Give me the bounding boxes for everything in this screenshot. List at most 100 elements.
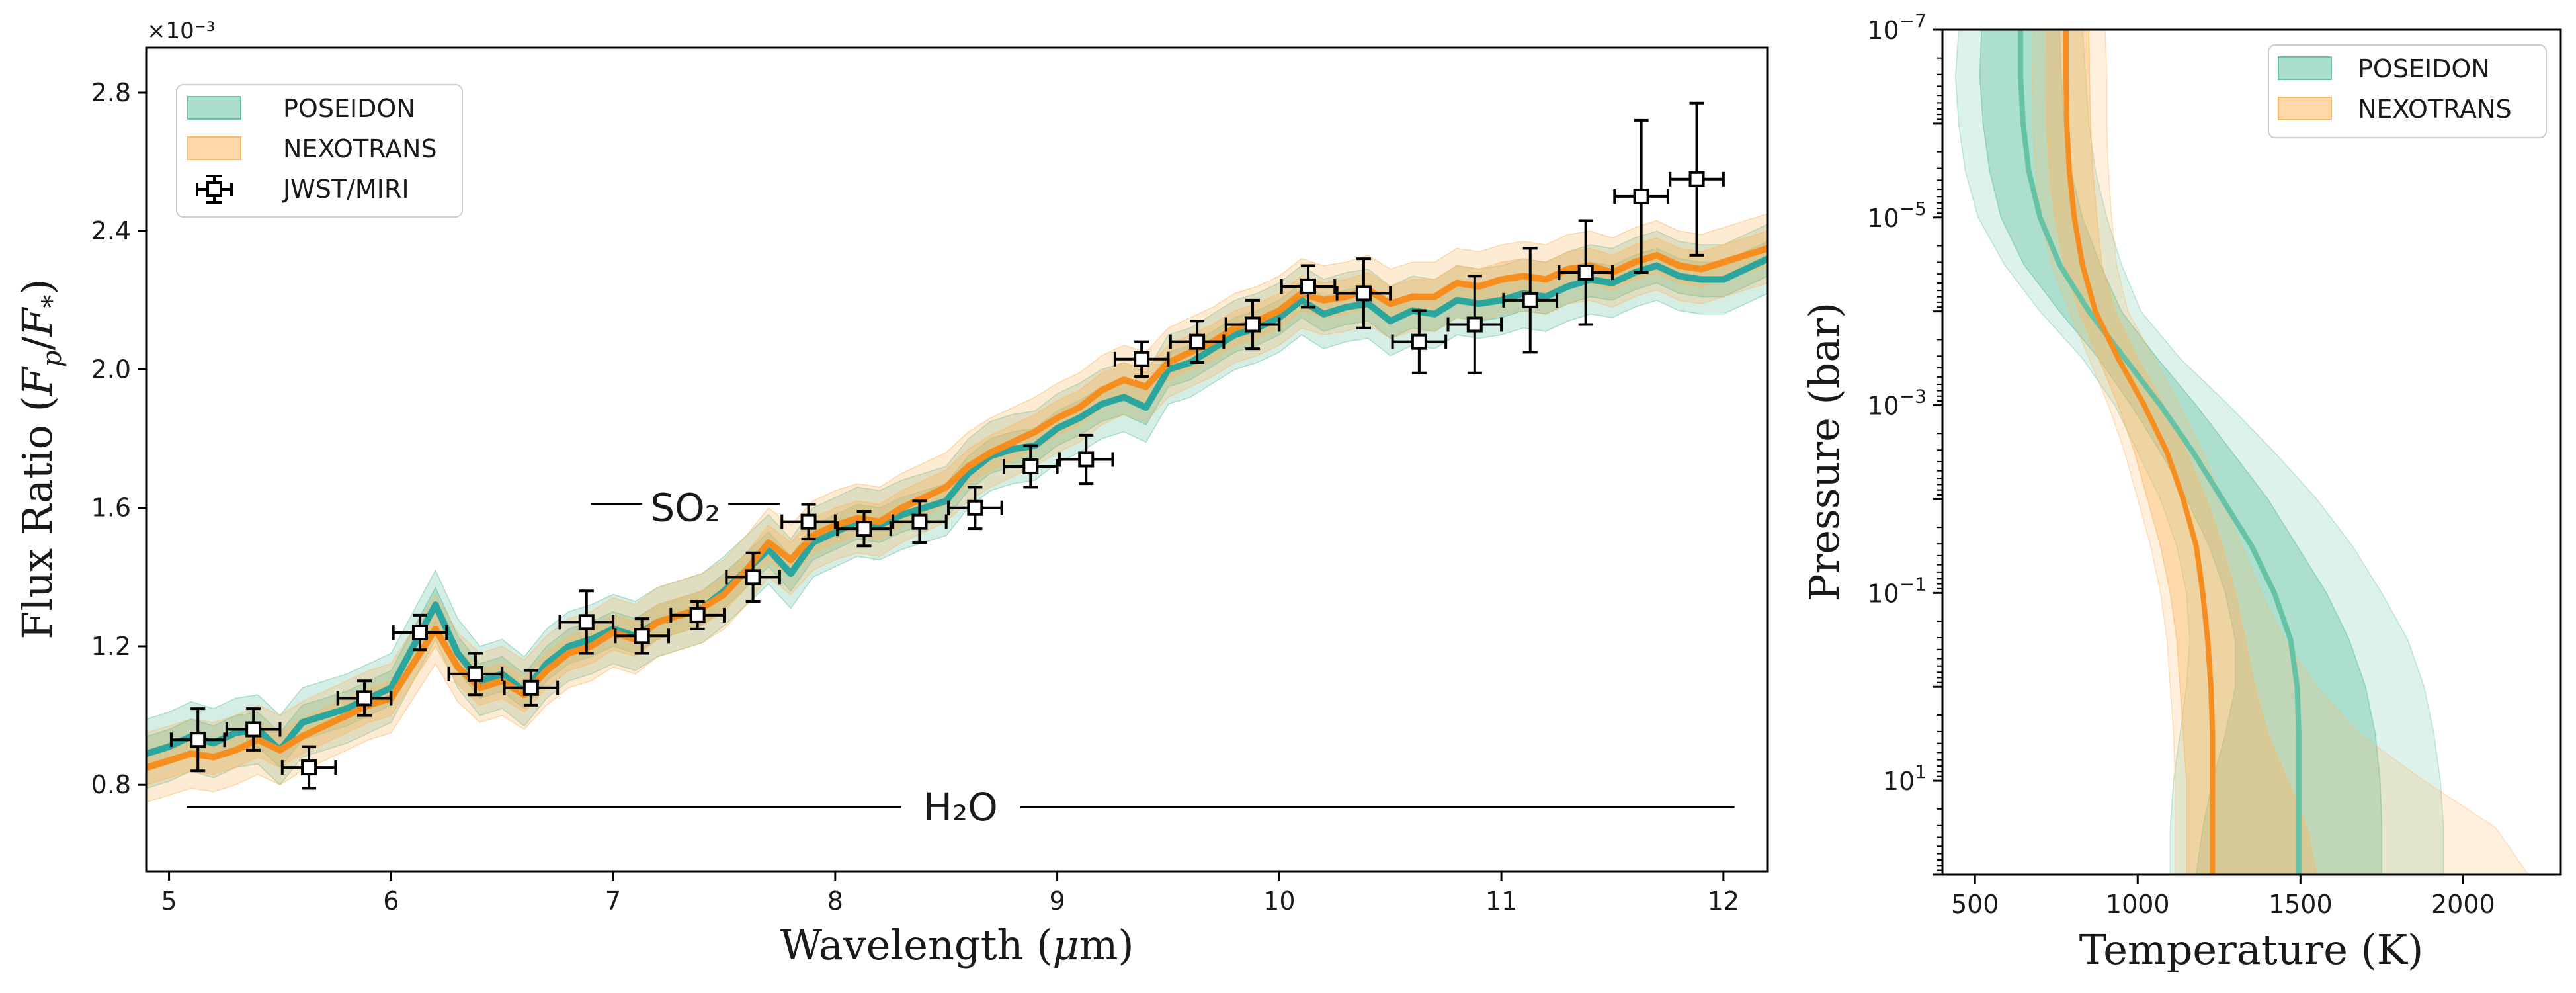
jwst-miri-point (780, 503, 837, 540)
nexotrans-pt-outer-band (2031, 30, 2529, 875)
pt-plot-area (1954, 30, 2529, 875)
spectrum-y-scale-label: ×10⁻³ (147, 18, 215, 44)
pt-legend-label-poseidon: POSEIDON (2358, 54, 2490, 83)
x-title-part-3: m) (1079, 921, 1134, 969)
legend-label-jwst-miri: JWST/MIRI (282, 175, 409, 204)
legend-swatch-jwst-miri (196, 175, 233, 204)
spectrum-y-axis-title: Flux Ratio (Fp/F*) (13, 279, 67, 639)
jwst-miri-point (1003, 444, 1059, 489)
legend-label-poseidon: POSEIDON (283, 94, 415, 123)
pt-legend-swatch-poseidon (2278, 56, 2332, 80)
x-title-part-1: Wavelength ( (780, 921, 1052, 969)
y-tick-label: 2.0 (91, 355, 131, 384)
pt-y-tick-label: 10−7 (1867, 10, 1927, 45)
jwst-miri-point (669, 599, 726, 630)
jwst-miri-point (1613, 118, 1669, 275)
spectrum-legend-box (176, 84, 463, 218)
jwst-miri-point (1446, 275, 1503, 374)
jwst-miri-point (892, 499, 948, 544)
x-tick-label: 10 (1263, 886, 1295, 916)
x-tick-label: 5 (161, 886, 177, 916)
pt-x-tick-label: 2000 (2431, 890, 2495, 919)
pt-legend: POSEIDON NEXOTRANS (2268, 44, 2547, 138)
pt-profile-panel: 500 1000 1500 2000 10−7 10−5 10−3 10−1 101 Temp… (1800, 10, 2562, 974)
jwst-miri-point (336, 679, 393, 717)
pt-x-axis-title: Temperature (K) (2079, 926, 2424, 974)
jwst-miri-datapoints (169, 101, 1725, 790)
y-tick-label: 0.8 (91, 770, 131, 799)
jwst-miri-point (1280, 264, 1337, 309)
nexotrans-median-line (147, 245, 1768, 771)
jwst-miri-point (558, 589, 615, 655)
jwst-miri-point (1169, 320, 1226, 365)
spectrum-legend: POSEIDON NEXOTRANS JWST/MIRI (176, 84, 463, 218)
jwst-miri-point (1502, 247, 1559, 354)
x-tick-label: 9 (1049, 886, 1065, 916)
jwst-miri-point (947, 486, 1003, 531)
jwst-miri-point (503, 669, 560, 707)
spectrum-axes-frame (145, 46, 1769, 873)
nexotrans-inner-band (147, 230, 1768, 786)
jwst-miri-point (1391, 309, 1448, 374)
pt-y-ticks: 10−7 10−5 10−3 10−1 101 (1867, 10, 1942, 876)
x-tick-label: 8 (827, 886, 843, 916)
y-title-part-3: p (37, 350, 67, 367)
pt-x-tick-label: 1500 (2268, 890, 2333, 919)
pt-y-tick-label: 10−3 (1867, 386, 1927, 421)
x-tick-label: 11 (1485, 886, 1517, 916)
spectrum-y-ticks: 0.8 1.2 1.6 2.0 2.4 2.8 (91, 78, 147, 799)
spectrum-panel: 5 6 7 8 9 10 11 12 0.8 1.2 1.6 2.0 2.4 2.8 ×10⁻³ Wav… (13, 18, 1769, 969)
pt-legend-swatch-nexotrans (2278, 97, 2332, 120)
h2o-annotation: H₂O (187, 785, 1735, 830)
jwst-miri-point (1058, 433, 1114, 486)
pt-y-axis-title: Pressure (bar) (1800, 302, 1849, 601)
pt-y-tick-label: 101 (1883, 761, 1927, 796)
y-tick-label: 2.8 (91, 78, 131, 107)
legend-swatch-nexotrans (187, 136, 241, 160)
x-tick-label: 12 (1708, 886, 1739, 916)
jwst-miri-point (280, 745, 337, 790)
pt-legend-box (2268, 44, 2547, 138)
jwst-miri-point (225, 707, 282, 752)
y-title-part-4: / (13, 336, 62, 350)
spectrum-x-axis-title: Wavelength (μm) (780, 921, 1134, 969)
legend-swatch-poseidon (187, 96, 241, 120)
y-tick-label: 1.6 (91, 494, 131, 523)
pt-x-tick-label: 1000 (2106, 890, 2170, 919)
jwst-miri-point (614, 617, 671, 655)
jwst-miri-point (836, 509, 892, 548)
jwst-miri-point (392, 613, 448, 652)
pt-axes-frame (1941, 28, 2562, 876)
y-title-part-2: F (13, 366, 62, 396)
jwst-miri-point (725, 551, 781, 603)
pt-y-tick-label: 10−5 (1867, 198, 1927, 233)
x-title-part-2: μ (1052, 921, 1079, 969)
y-title-part-7: ) (13, 279, 62, 294)
legend-label-nexotrans: NEXOTRANS (283, 134, 437, 163)
pt-y-tick-label: 10−1 (1867, 573, 1927, 608)
jwst-miri-point (1558, 219, 1614, 326)
x-tick-label: 7 (605, 886, 621, 916)
jwst-miri-point (1224, 298, 1281, 351)
nexotrans-pt-inner-band (2045, 30, 2317, 875)
pt-x-tick-label: 500 (1951, 890, 1999, 919)
y-title-part-6: * (37, 295, 67, 308)
y-tick-label: 1.2 (91, 632, 131, 661)
h2o-label: H₂O (923, 785, 998, 830)
y-title-part-1: Flux Ratio ( (13, 396, 62, 640)
pt-x-ticks: 500 1000 1500 2000 (1951, 875, 2495, 919)
so2-annotation: SO₂ (591, 486, 780, 531)
jwst-miri-point (1113, 340, 1170, 378)
jwst-miri-point (1335, 257, 1392, 329)
spectrum-x-ticks: 5 6 7 8 9 10 11 12 (161, 871, 1739, 916)
nexotrans-pt-median-line (2063, 30, 2216, 875)
poseidon-pt-median-line (2018, 30, 2302, 875)
pt-legend-label-nexotrans: NEXOTRANS (2358, 95, 2512, 124)
y-title-part-5: F (13, 307, 62, 337)
x-tick-label: 6 (383, 886, 399, 916)
so2-label: SO₂ (650, 486, 720, 531)
jwst-miri-point (169, 707, 226, 773)
jwst-miri-point (447, 652, 504, 697)
y-tick-label: 2.4 (91, 216, 131, 245)
